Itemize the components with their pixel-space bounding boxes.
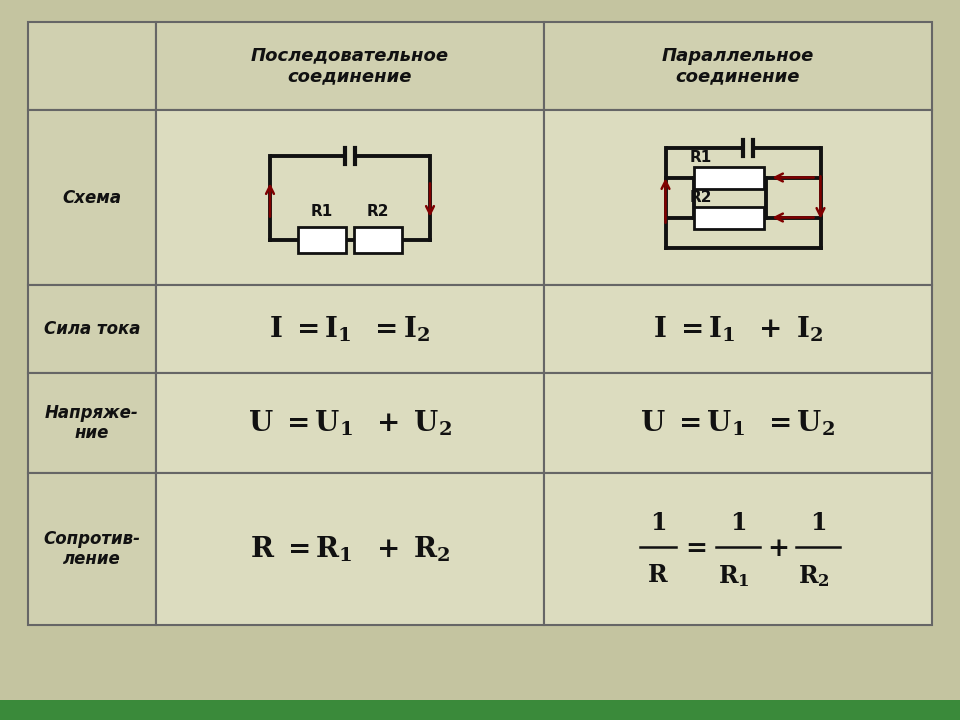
Bar (544, 110, 932, 285)
Bar (544, 285, 932, 373)
Bar (0, 700, 960, 720)
Text: $\mathbf{R_2}$: $\mathbf{R_2}$ (798, 563, 830, 589)
Text: $\mathbf{U\ =U_1\ \ +\ U_2}$: $\mathbf{U\ =U_1\ \ +\ U_2}$ (248, 408, 452, 438)
Text: +: + (767, 536, 789, 560)
Text: R2: R2 (367, 204, 389, 218)
Bar (693, 166, 763, 189)
Text: R1: R1 (311, 204, 333, 218)
Text: R1: R1 (689, 150, 711, 164)
Text: $\mathbf{I\ =I_1\ \ =I_2}$: $\mathbf{I\ =I_1\ \ =I_2}$ (270, 314, 431, 343)
Bar (28, 285, 156, 373)
Text: $\mathbf{R_1}$: $\mathbf{R_1}$ (718, 563, 750, 589)
Text: Схема: Схема (62, 189, 122, 207)
Text: Последовательное
соединение: Последовательное соединение (251, 47, 449, 86)
Text: Напряже-
ние: Напряже- ние (45, 404, 139, 442)
Bar (156, 285, 544, 373)
Bar (28, 22, 156, 110)
Bar (298, 227, 346, 253)
Bar (28, 110, 156, 285)
Text: Сила тока: Сила тока (44, 320, 140, 338)
Text: $\mathbf{I\ =I_1\ \ +\ I_2}$: $\mathbf{I\ =I_1\ \ +\ I_2}$ (653, 314, 823, 343)
Bar (156, 473, 544, 625)
Text: 1: 1 (730, 511, 746, 535)
Text: 1: 1 (809, 511, 827, 535)
Text: R2: R2 (689, 189, 712, 204)
Bar (28, 473, 156, 625)
Bar (156, 22, 544, 110)
Bar (544, 373, 932, 473)
Bar (28, 373, 156, 473)
Bar (156, 110, 544, 285)
Bar (156, 373, 544, 473)
Text: $\mathbf{U\ =U_1\ \ =U_2}$: $\mathbf{U\ =U_1\ \ =U_2}$ (640, 408, 835, 438)
Bar (693, 207, 763, 228)
Bar (544, 22, 932, 110)
Text: $\mathbf{R\ =R_1\ \ +\ R_2}$: $\mathbf{R\ =R_1\ \ +\ R_2}$ (250, 534, 450, 564)
Text: 1: 1 (650, 511, 666, 535)
Text: Сопротив-
ление: Сопротив- ление (43, 530, 140, 568)
Text: R: R (648, 563, 668, 587)
Text: =: = (685, 536, 707, 560)
Text: Параллельное
соединение: Параллельное соединение (661, 47, 814, 86)
Bar (354, 227, 402, 253)
Bar (544, 473, 932, 625)
